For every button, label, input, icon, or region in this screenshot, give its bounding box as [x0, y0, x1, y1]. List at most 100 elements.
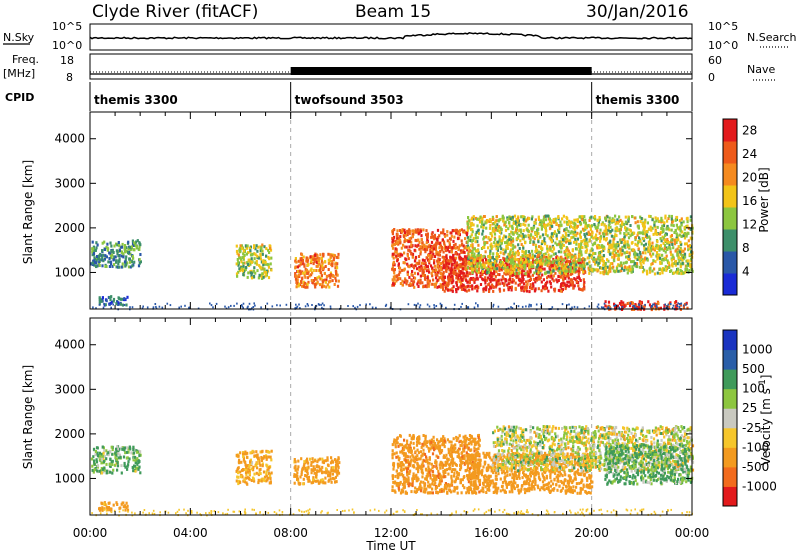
scatter-cell [128, 457, 131, 461]
scatter-cell [675, 304, 678, 308]
scatter-cell [655, 251, 659, 254]
scatter-cell [471, 230, 474, 234]
scatter-cell [419, 252, 422, 256]
scatter-cell [566, 271, 570, 275]
scatter-cell [557, 260, 560, 264]
scatter-cell [395, 254, 398, 258]
scatter-cell [448, 250, 451, 254]
scatter-cell [508, 254, 511, 258]
scatter-cell [443, 289, 446, 293]
scatter-cell [585, 242, 588, 246]
scatter-cell [242, 252, 245, 256]
scatter-cell [566, 262, 569, 266]
scatter-cell [540, 245, 543, 249]
scatter-cell [609, 262, 612, 266]
scatter-cell [522, 246, 525, 250]
scatter-cell [587, 268, 590, 272]
scatter-cell [603, 270, 606, 274]
scatter-cell [533, 237, 536, 241]
scatter-cell [568, 241, 571, 245]
scatter-cell [508, 238, 511, 241]
scatter-cell [91, 464, 94, 468]
scatter-cell [527, 223, 530, 227]
scatter-cell [637, 256, 640, 259]
scatter-cell [254, 253, 257, 257]
ground-scatter-cell [428, 305, 431, 308]
scatter-cell [689, 259, 692, 263]
scatter-cell [310, 481, 313, 485]
scatter-cell [685, 264, 688, 268]
scatter-cell [101, 256, 104, 260]
scatter-cell [428, 282, 431, 286]
scatter-cell [306, 285, 309, 289]
scatter-cell [670, 238, 673, 242]
scatter-cell [270, 256, 273, 260]
scatter-cell [651, 226, 654, 230]
scatter-cell [260, 275, 263, 279]
scatter-cell [462, 276, 465, 280]
scatter-cell [251, 271, 254, 275]
scatter-cell [676, 233, 679, 237]
scatter-cell [111, 248, 114, 252]
scatter-cell [680, 217, 683, 221]
scatter-cell [509, 268, 512, 272]
scatter-cell [505, 264, 508, 268]
scatter-cell [571, 261, 574, 265]
nsearch-label: N.Search [747, 31, 797, 44]
scatter-cell [538, 274, 541, 278]
scatter-cell [397, 273, 401, 277]
scatter-cell [392, 275, 395, 279]
scatter-cell [116, 243, 119, 247]
scatter-cell [591, 224, 594, 228]
scatter-cell [524, 241, 527, 245]
scatter-cell [469, 262, 473, 266]
scatter-cell [484, 221, 487, 225]
scatter-cell [239, 480, 242, 484]
ground-scatter-cell [184, 304, 186, 307]
scatter-cell [660, 216, 663, 220]
scatter-cell [476, 262, 479, 266]
scatter-cell [306, 477, 309, 480]
scatter-cell [105, 505, 109, 509]
scatter-cell [639, 215, 642, 219]
scatter-cell [435, 250, 438, 254]
scatter-cell [263, 245, 266, 249]
scatter-cell [253, 479, 256, 483]
scatter-cell [511, 251, 514, 255]
scatter-cell [246, 261, 249, 265]
scatter-cell [563, 264, 566, 268]
scatter-cell [511, 258, 514, 262]
scatter-cell [511, 270, 514, 274]
scatter-cell [256, 254, 259, 258]
scatter-cell [617, 221, 620, 225]
scatter-cell [679, 262, 682, 266]
scatter-cell [462, 283, 465, 287]
scatter-cell [296, 467, 299, 471]
scatter-cell [93, 248, 96, 252]
scatter-cell [249, 249, 252, 253]
scatter-cell [517, 223, 521, 227]
scatter-cell [529, 286, 532, 290]
scatter-cell [467, 238, 470, 242]
scatter-cell [548, 217, 551, 221]
scatter-cell [651, 262, 654, 265]
scatter-cell [471, 284, 474, 288]
scatter-cell [651, 245, 655, 249]
scatter-cell [463, 255, 467, 259]
scatter-cell [407, 264, 410, 268]
scatter-cell [470, 264, 473, 267]
scatter-cell [553, 220, 556, 224]
scatter-cell [541, 239, 544, 243]
scatter-cell [403, 240, 406, 244]
scatter-cell [109, 302, 112, 305]
scatter-cell [623, 251, 626, 255]
scatter-cell [450, 266, 453, 270]
ground-scatter-cell [371, 306, 374, 309]
scatter-cell [525, 286, 528, 290]
scatter-cell [304, 285, 307, 289]
scatter-cell [586, 256, 589, 260]
scatter-cell [464, 267, 467, 271]
scatter-cell [96, 264, 99, 268]
scatter-cell [563, 258, 566, 262]
scatter-cell [94, 248, 97, 252]
